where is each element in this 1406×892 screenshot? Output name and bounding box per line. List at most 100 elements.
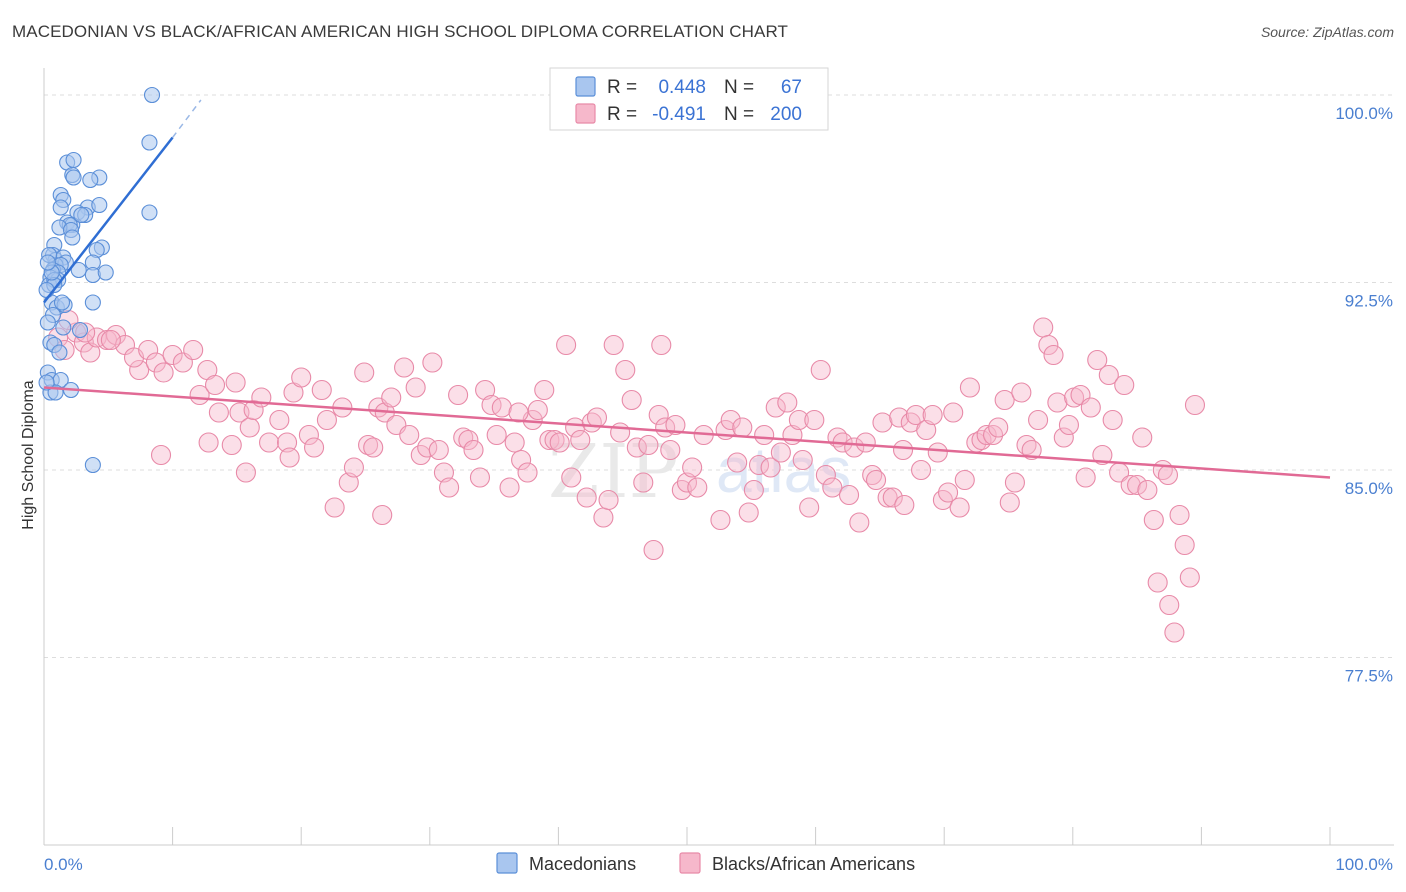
blue-point-47 [39, 314, 56, 331]
pink-point-184 [1159, 594, 1180, 616]
pink-point-57 [439, 477, 460, 498]
trend-line-blacks [43, 386, 1331, 479]
pink-point-65 [486, 424, 507, 446]
pink-point-63 [475, 379, 496, 401]
pink-point-114 [770, 442, 791, 463]
series-macedonians [38, 86, 161, 474]
pink-point-56 [433, 462, 454, 483]
series-legend-swatch-blue [496, 852, 518, 874]
pink-point-50 [399, 424, 420, 446]
pink-point-132 [872, 412, 893, 433]
y-tick-label-0: 100.0% [1335, 104, 1393, 123]
blue-point-1 [141, 134, 158, 151]
chart-source: Source: ZipAtlas.com [1260, 24, 1394, 40]
pink-point-138 [905, 404, 926, 426]
legend-n-label-2: N = [724, 104, 754, 125]
blue-point-44 [84, 294, 101, 311]
blue-point-0 [143, 86, 161, 104]
pink-point-54 [422, 352, 443, 373]
pink-point-140 [916, 419, 937, 441]
series-legend-swatch-pink [679, 852, 701, 874]
pink-point-133 [877, 487, 898, 508]
pink-point-61 [463, 439, 484, 461]
pink-point-4 [80, 342, 101, 363]
pink-point-11 [138, 339, 159, 361]
pink-point-72 [527, 399, 548, 421]
pink-point-151 [976, 424, 997, 446]
pink-point-18 [198, 432, 219, 453]
pink-point-93 [643, 539, 664, 561]
pink-point-113 [765, 397, 786, 418]
pink-point-196 [235, 462, 256, 483]
pink-point-87 [610, 422, 631, 443]
blue-point-38 [97, 264, 114, 281]
pink-point-29 [269, 409, 290, 431]
pink-point-129 [855, 432, 876, 453]
blue-point-61 [38, 281, 55, 299]
pink-point-23 [225, 372, 246, 393]
pink-point-12 [145, 352, 166, 373]
pink-point-78 [561, 467, 582, 488]
pink-point-42 [354, 362, 375, 383]
series-legend: Macedonians Blacks/African Americans [496, 852, 915, 874]
pink-point-47 [381, 387, 402, 408]
pink-point-171 [1087, 349, 1108, 371]
legend-n-label-1: N = [724, 77, 754, 98]
pink-point-160 [1028, 409, 1049, 431]
pink-point-195 [150, 444, 172, 466]
pink-point-197 [372, 504, 393, 526]
pink-point-141 [922, 404, 943, 426]
blue-point-66 [73, 206, 90, 224]
pink-point-31 [279, 447, 300, 468]
pink-point-60 [458, 429, 479, 451]
legend-r-label-1: R = [607, 77, 637, 98]
pink-point-85 [598, 489, 619, 511]
pink-point-58 [448, 384, 469, 406]
pink-point-34 [298, 424, 319, 446]
pink-point-30 [277, 432, 298, 453]
pink-point-199 [651, 334, 672, 356]
pink-point-170 [1080, 397, 1101, 418]
pink-point-187 [1174, 534, 1195, 556]
legend-r-label-2: R = [607, 104, 637, 125]
pink-point-37 [316, 409, 337, 431]
pink-point-96 [660, 439, 681, 461]
pink-point-145 [943, 402, 964, 423]
blue-point-52 [51, 344, 68, 361]
pink-point-88 [615, 359, 636, 381]
pink-point-115 [777, 392, 798, 413]
pink-point-119 [799, 497, 820, 518]
pink-point-147 [954, 469, 975, 491]
pink-point-83 [586, 407, 608, 428]
pink-point-189 [1184, 394, 1206, 416]
pink-point-73 [534, 379, 555, 401]
pink-point-121 [810, 359, 831, 381]
pink-point-75 [544, 429, 565, 451]
pink-point-182 [1147, 572, 1168, 593]
pink-point-186 [1169, 504, 1190, 526]
pink-point-118 [792, 449, 813, 471]
pink-point-36 [311, 379, 332, 401]
pink-point-68 [504, 432, 525, 453]
trend-lines [43, 99, 1331, 479]
legend-r-value-2: -0.491 [652, 104, 706, 125]
pink-point-38 [324, 497, 345, 518]
pink-point-162 [1038, 334, 1059, 356]
pink-point-14 [162, 344, 183, 366]
y-tick-label-1: 92.5% [1345, 292, 1393, 311]
blue-point-34 [70, 261, 87, 279]
blue-point-48 [55, 319, 72, 336]
pink-point-163 [1043, 344, 1064, 366]
pink-point-49 [394, 357, 415, 378]
pink-point-13 [153, 362, 174, 383]
pink-point-120 [804, 409, 825, 431]
series-legend-blacks: Blacks/African Americans [712, 854, 915, 874]
pink-point-67 [499, 477, 520, 498]
pink-point-109 [743, 479, 764, 501]
pink-point-139 [911, 459, 932, 481]
pink-point-173 [1098, 364, 1119, 386]
y-tick-label-2: 85.0% [1345, 479, 1393, 498]
pink-point-20 [204, 374, 226, 396]
pink-point-148 [959, 377, 980, 398]
